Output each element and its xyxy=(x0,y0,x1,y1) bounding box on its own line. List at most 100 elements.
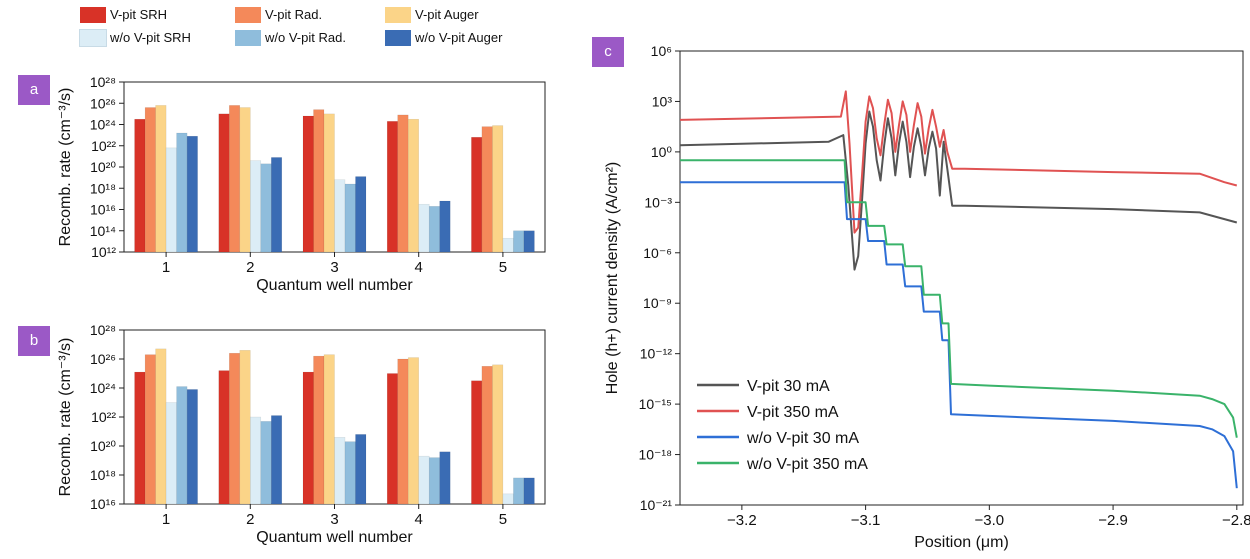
bar xyxy=(513,477,525,505)
y-tick-label: 10²² xyxy=(91,138,116,154)
legend-swatch xyxy=(235,7,261,23)
y-tick-label: 10²⁰ xyxy=(90,438,116,454)
bar xyxy=(523,230,535,253)
bar xyxy=(492,364,504,505)
bar xyxy=(481,366,493,505)
bar xyxy=(513,230,525,253)
legend-label: V-pit 30 mA xyxy=(747,378,830,395)
legend-swatch xyxy=(385,7,411,23)
bar xyxy=(176,132,188,253)
x-tick-label: 2 xyxy=(246,511,254,528)
bar xyxy=(523,477,535,505)
bar xyxy=(407,118,419,253)
x-tick-label: 1 xyxy=(162,511,170,528)
bar xyxy=(481,126,493,253)
bar xyxy=(334,179,346,253)
bar-legend: V-pit SRH V-pit Rad. V-pit Auger w/o V-pit … xyxy=(79,6,550,52)
legend-label: w/o V-pit 350 mA xyxy=(746,456,868,473)
legend-swatch xyxy=(80,7,106,23)
x-tick-label: 4 xyxy=(415,511,423,528)
x-tick-label: −2.8 xyxy=(1222,512,1250,529)
legend-label: V-pit Rad. xyxy=(265,7,323,22)
bar xyxy=(260,163,272,253)
x-tick-label: 5 xyxy=(499,259,507,276)
bar xyxy=(134,118,146,253)
bar xyxy=(323,113,335,253)
bar xyxy=(334,437,346,505)
y-tick-label: 10¹⁶ xyxy=(90,202,116,218)
y-tick-label: 10¹⁶ xyxy=(90,496,116,512)
bar xyxy=(144,354,156,505)
x-tick-label: −2.9 xyxy=(1098,512,1128,529)
bar xyxy=(386,373,398,505)
bar xyxy=(471,380,483,505)
y-tick-label: 10⁶ xyxy=(651,43,672,59)
legend-label: w/o V-pit 30 mA xyxy=(746,430,859,447)
series-line xyxy=(680,181,1238,489)
x-tick-label: −3.0 xyxy=(975,512,1005,529)
panel-label-c: c xyxy=(592,37,624,67)
bar xyxy=(418,203,430,253)
bar xyxy=(218,113,230,253)
bar xyxy=(428,457,440,505)
y-tick-label: 10⁰ xyxy=(651,144,673,160)
y-tick-label: 10²⁴ xyxy=(90,380,116,396)
x-axis-label: Quantum well number xyxy=(256,277,413,294)
bar xyxy=(439,200,451,253)
y-tick-label: 10⁻²¹ xyxy=(640,497,673,513)
bar xyxy=(144,107,156,253)
bar xyxy=(229,352,241,505)
x-tick-label: 1 xyxy=(162,259,170,276)
y-tick-label: 10²⁶ xyxy=(90,95,116,111)
bar xyxy=(355,434,367,505)
legend-label: V-pit 350 mA xyxy=(747,404,839,421)
x-tick-label: 3 xyxy=(330,511,338,528)
legend-label: w/o V-pit Auger xyxy=(415,30,503,45)
y-tick-label: 10⁻⁹ xyxy=(643,295,672,311)
bar xyxy=(428,206,440,253)
bar xyxy=(397,358,409,505)
bar xyxy=(355,176,367,253)
bar xyxy=(439,451,451,505)
legend-label: V-pit SRH xyxy=(110,7,168,22)
bar xyxy=(407,357,419,505)
bar xyxy=(218,370,230,505)
legend-swatch xyxy=(79,29,107,47)
y-tick-label: 10²⁶ xyxy=(90,351,116,367)
bar xyxy=(492,125,504,253)
bar xyxy=(471,137,483,253)
bar xyxy=(344,441,356,505)
bar xyxy=(155,105,167,253)
y-tick-label: 10²⁴ xyxy=(90,117,116,133)
bar xyxy=(239,107,251,253)
series-line xyxy=(680,159,1238,438)
bar xyxy=(134,371,146,505)
y-tick-label: 10²⁸ xyxy=(90,74,116,90)
x-tick-label: 4 xyxy=(415,259,423,276)
y-tick-label: 10¹⁴ xyxy=(90,223,116,239)
x-axis-label: Position (μm) xyxy=(914,534,1009,551)
y-axis-label: Recomb. rate (cm⁻³/s) xyxy=(57,88,74,247)
bar xyxy=(271,415,283,505)
y-tick-label: 10¹⁸ xyxy=(90,180,116,196)
y-tick-label: 10²⁸ xyxy=(90,322,116,338)
bar xyxy=(155,348,167,505)
panel-label-a: a xyxy=(18,75,50,105)
bar xyxy=(165,402,177,505)
bar xyxy=(165,147,177,253)
x-axis-label: Quantum well number xyxy=(256,529,413,546)
y-tick-label: 10⁻¹⁵ xyxy=(639,396,672,412)
y-tick-label: 10⁻³ xyxy=(644,194,672,210)
y-tick-label: 10²⁰ xyxy=(90,159,116,175)
y-tick-label: 10⁻⁶ xyxy=(643,245,672,261)
series-line xyxy=(679,110,1238,271)
legend-label: V-pit Auger xyxy=(415,7,479,22)
bar xyxy=(271,157,283,253)
plot-frame xyxy=(679,50,1244,506)
bar xyxy=(397,114,409,253)
bar xyxy=(186,135,198,253)
bar xyxy=(229,105,241,253)
bar xyxy=(502,493,514,505)
bar xyxy=(250,160,262,253)
